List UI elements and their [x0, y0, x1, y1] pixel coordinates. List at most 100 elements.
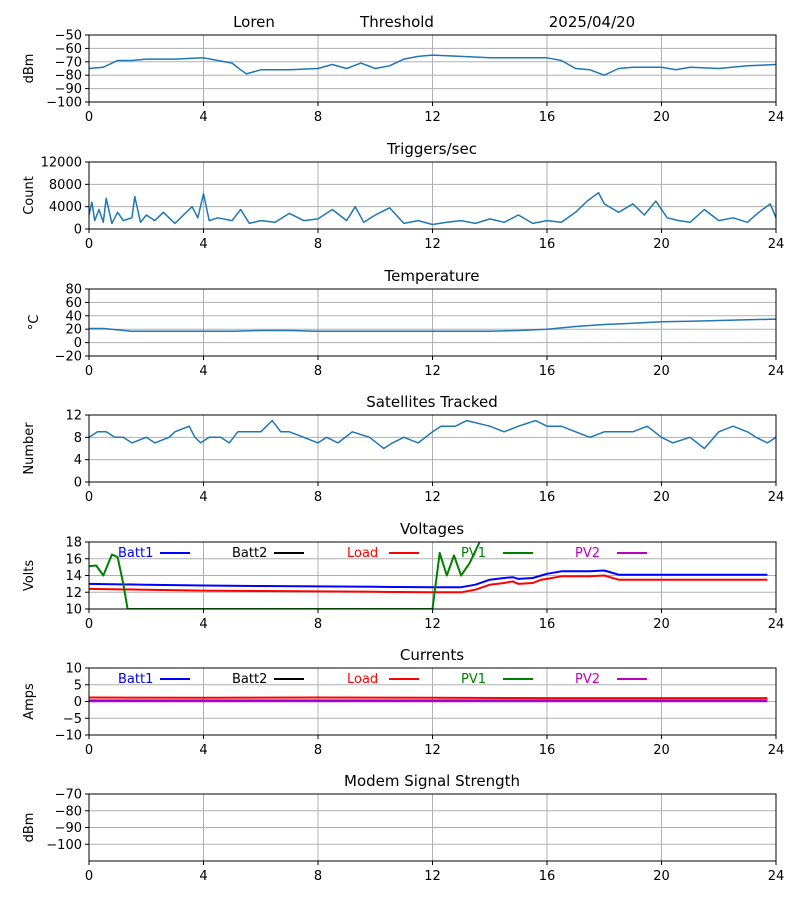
x-tick-label: 8: [314, 869, 322, 884]
y-tick-label: 60: [65, 296, 82, 311]
x-tick-label: 20: [653, 869, 670, 884]
y-tick-label: 0: [74, 336, 82, 351]
plot-area: [89, 191, 776, 226]
y-tick-label: −50: [55, 29, 82, 44]
plot-area: [89, 318, 776, 332]
series-line: [89, 419, 776, 450]
y-tick-label: 12: [65, 409, 82, 424]
y-tick-label: −70: [55, 788, 82, 803]
series-line: [89, 191, 776, 226]
x-tick-label: 12: [424, 617, 441, 632]
y-axis-label: Amps: [22, 683, 37, 720]
y-tick-label: 0: [74, 695, 82, 710]
x-tick-label: 0: [85, 490, 93, 505]
x-tick-label: 16: [539, 237, 556, 252]
y-tick-label: −60: [55, 42, 82, 57]
legend-label: PV1: [461, 546, 486, 561]
legend-label: Batt2: [232, 546, 267, 561]
x-tick-label: 12: [424, 743, 441, 758]
series-line-load: [89, 696, 768, 700]
x-tick-label: 20: [653, 110, 670, 125]
x-tick-label: 12: [424, 110, 441, 125]
panel-title: Voltages: [400, 520, 464, 538]
y-tick-label: 10: [65, 662, 82, 677]
y-tick-label: −20: [55, 350, 82, 365]
y-tick-label: 16: [65, 552, 82, 567]
y-tick-label: 18: [65, 536, 82, 551]
legend-label: PV2: [575, 672, 600, 687]
x-tick-label: 24: [768, 617, 785, 632]
x-tick-label: 24: [768, 743, 785, 758]
x-tick-label: 24: [768, 490, 785, 505]
legend-label: Batt1: [118, 672, 153, 687]
y-axis-label: °C: [27, 315, 42, 331]
x-tick-label: 20: [653, 490, 670, 505]
y-axis-label: dBm: [22, 54, 37, 84]
x-tick-label: 8: [314, 743, 322, 758]
legend-label: Load: [347, 546, 378, 561]
panel-currents: 0 4 8 12 16 20 24 −10 −5 0 510 Currents Amps Batt1 Bat…: [22, 646, 784, 758]
y-axis-label: Count: [22, 176, 37, 215]
x-tick-label: 4: [199, 617, 207, 632]
y-tick-label: 5: [74, 678, 82, 693]
panel-title: Currents: [400, 646, 464, 664]
plot-area: [89, 696, 768, 703]
legend-label: Batt1: [118, 546, 153, 561]
date-label: 2025/04/20: [549, 13, 635, 31]
y-tick-label: −90: [55, 82, 82, 97]
panel-satellites: 0 4 8 12 16 20 24 0 4 8 12 Satellites Tracked Number: [22, 393, 784, 505]
series-line-pv1: [89, 542, 481, 609]
y-tick-label: 12000: [41, 156, 82, 171]
x-tick-label: 4: [199, 110, 207, 125]
panel-triggers: 0 4 8 12 16 20 24 0 4000 8000 12000 Triggers/sec Cou…: [22, 140, 784, 252]
x-tick-label: 16: [539, 617, 556, 632]
series-line: [89, 54, 776, 76]
x-tick-label: 24: [768, 110, 785, 125]
panel-title: Satellites Tracked: [366, 393, 497, 411]
legend-label: Load: [347, 672, 378, 687]
y-tick-label: 40: [65, 309, 82, 324]
x-tick-label: 8: [314, 617, 322, 632]
y-tick-label: −90: [55, 821, 82, 836]
x-tick-label: 12: [424, 869, 441, 884]
y-axis-label: Volts: [22, 560, 37, 592]
y-tick-label: −70: [55, 55, 82, 70]
panel-modem: 0 4 8 12 16 20 24 −100 −90 −80−70 Modem Signal Str…: [22, 772, 784, 884]
series-line: [89, 318, 776, 332]
x-tick-label: 16: [539, 110, 556, 125]
x-tick-label: 0: [85, 237, 93, 252]
x-tick-label: 4: [199, 869, 207, 884]
panel-title: Triggers/sec: [386, 140, 477, 158]
y-tick-label: −80: [55, 804, 82, 819]
legend-label: PV2: [575, 546, 600, 561]
y-tick-label: 4: [74, 453, 82, 468]
y-tick-label: −5: [63, 712, 82, 727]
x-tick-label: 4: [199, 743, 207, 758]
x-tick-label: 20: [653, 743, 670, 758]
y-tick-label: 12: [65, 586, 82, 601]
x-tick-label: 8: [314, 490, 322, 505]
y-tick-label: 20: [65, 323, 82, 338]
legend-label: PV1: [461, 672, 486, 687]
plot-area: [89, 542, 768, 609]
plot-area: [89, 54, 776, 76]
x-tick-label: 12: [424, 490, 441, 505]
x-tick-label: 24: [768, 869, 785, 884]
x-tick-label: 12: [424, 364, 441, 379]
x-tick-label: 4: [199, 364, 207, 379]
panel-title: Temperature: [383, 267, 479, 285]
x-tick-label: 4: [199, 490, 207, 505]
panel-title: Modem Signal Strength: [344, 772, 520, 790]
figure-header: Loren Threshold 2025/04/20: [233, 13, 635, 31]
y-tick-label: 80: [65, 283, 82, 298]
x-tick-label: 0: [85, 743, 93, 758]
x-tick-label: 0: [85, 617, 93, 632]
y-tick-label: −100: [46, 838, 82, 853]
x-tick-label: 16: [539, 869, 556, 884]
x-tick-label: 0: [85, 869, 93, 884]
y-axis-label: Number: [22, 422, 37, 475]
